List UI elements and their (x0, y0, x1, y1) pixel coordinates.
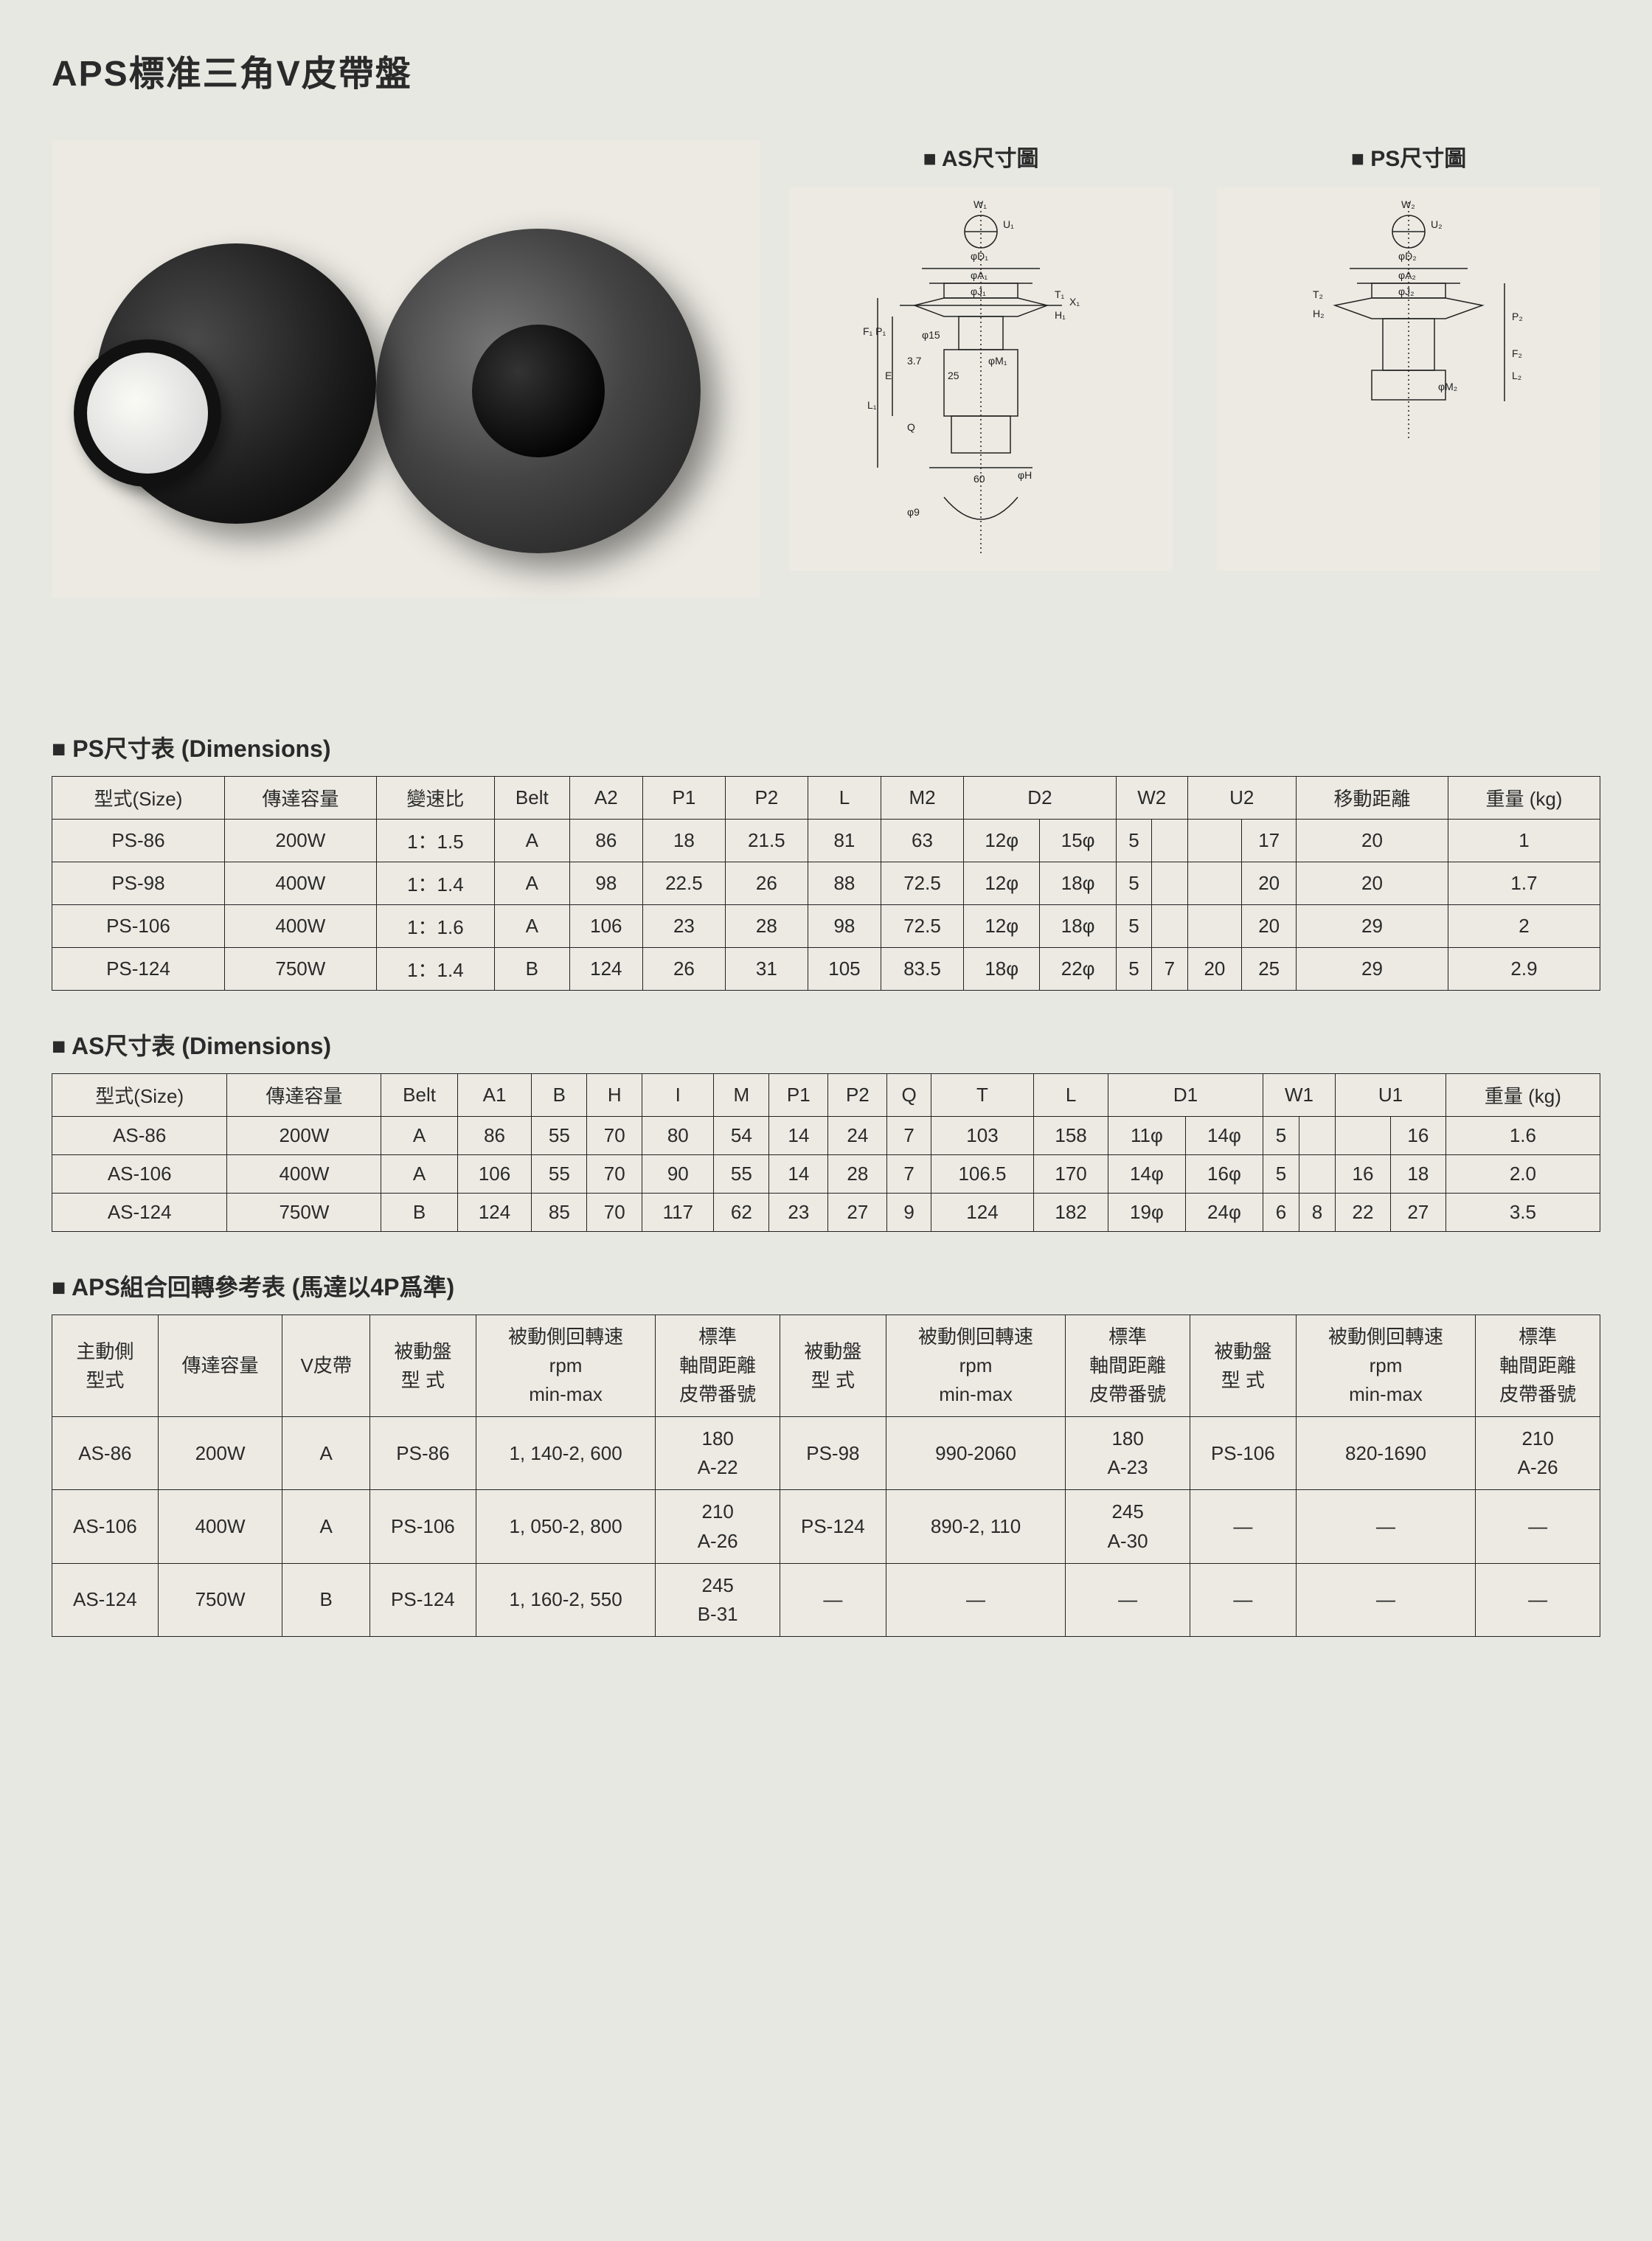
table-row: AS-106400WA1065570905514287106.517014φ16… (52, 1155, 1600, 1194)
as-col-header: B (532, 1074, 587, 1117)
ps-col-header: 變速比 (376, 777, 494, 820)
ps-col-header: 重量 (kg) (1448, 777, 1600, 820)
combo-col-header: 主動側型式 (52, 1315, 159, 1417)
svg-text:φD₁: φD₁ (971, 250, 988, 262)
as-col-header: H (587, 1074, 642, 1117)
ps-col-header: M2 (881, 777, 964, 820)
as-col-header: P1 (769, 1074, 828, 1117)
ps-table-title: PS尺寸表 (Dimensions) (52, 730, 1600, 764)
svg-text:φH: φH (1018, 469, 1032, 481)
svg-text:φM₂: φM₂ (1438, 381, 1457, 392)
svg-text:H₂: H₂ (1313, 308, 1325, 319)
svg-text:X₁: X₁ (1069, 296, 1080, 308)
as-col-header: U1 (1336, 1074, 1446, 1117)
table-row: PS-86200W1：1.5A861821.5816312φ15φ517201 (52, 820, 1600, 862)
table-row: PS-124750W1：1.4B124263110583.518φ22φ5720… (52, 948, 1600, 991)
pulley-photo-b (376, 229, 701, 553)
as-diagram: W₁ U₁ φD₁ φA₁ φJ₁ T₁ H₁ φ15 F₁ P₁ X₁ φM₁… (789, 187, 1173, 571)
combo-col-header: 被動盤型 式 (780, 1315, 886, 1417)
table-row: PS-98400W1：1.4A9822.5268872.512φ18φ52020… (52, 862, 1600, 905)
svg-text:φA₂: φA₂ (1398, 269, 1416, 281)
table-row: AS-86200WAPS-861, 140-2, 600180A-22PS-98… (52, 1417, 1600, 1490)
svg-text:F₁ P₁: F₁ P₁ (863, 325, 886, 337)
as-col-header: 重量 (kg) (1446, 1074, 1600, 1117)
ps-col-header: U2 (1187, 777, 1297, 820)
svg-text:3.7: 3.7 (907, 355, 922, 367)
as-col-header: A1 (457, 1074, 532, 1117)
svg-text:φA₁: φA₁ (971, 269, 988, 281)
combo-col-header: V皮帶 (282, 1315, 370, 1417)
svg-text:E: E (885, 370, 892, 381)
ps-col-header: W2 (1116, 777, 1187, 820)
combo-table-title: APS組合回轉參考表 (馬達以4P爲準) (52, 1269, 1600, 1303)
svg-text:φM₁: φM₁ (988, 355, 1007, 367)
as-col-header: D1 (1108, 1074, 1263, 1117)
upper-section: AS尺寸圖 (52, 140, 1600, 598)
combo-col-header: 被動側回轉速rpmmin-max (886, 1315, 1066, 1417)
svg-text:φJ₁: φJ₁ (971, 285, 986, 297)
combo-col-header: 傳達容量 (158, 1315, 282, 1417)
as-col-header: I (642, 1074, 714, 1117)
ps-col-header: P2 (725, 777, 808, 820)
table-row: AS-124750WB1248570117622327912418219φ24φ… (52, 1194, 1600, 1232)
as-col-header: T (931, 1074, 1033, 1117)
page-title: APS標准三角V皮帶盤 (52, 44, 1600, 96)
svg-text:T₂: T₂ (1313, 288, 1323, 300)
svg-text:φD₂: φD₂ (1398, 250, 1417, 262)
combo-col-header: 被動側回轉速rpmmin-max (1296, 1315, 1476, 1417)
ps-col-header: A2 (569, 777, 642, 820)
ps-col-header: D2 (963, 777, 1116, 820)
as-col-header: P2 (828, 1074, 887, 1117)
combo-col-header: 被動盤型 式 (370, 1315, 476, 1417)
svg-text:H₁: H₁ (1055, 309, 1066, 321)
as-col-header: 型式(Size) (52, 1074, 227, 1117)
svg-text:W₂: W₂ (1401, 198, 1415, 210)
svg-text:U₂: U₂ (1431, 218, 1443, 230)
ps-diagram-label: PS尺寸圖 (1217, 140, 1600, 173)
ps-col-header: P1 (642, 777, 725, 820)
combo-col-header: 標準軸間距離皮帶番號 (656, 1315, 780, 1417)
table-row: PS-106400W1：1.6A10623289872.512φ18φ52029… (52, 905, 1600, 948)
svg-text:φJ₂: φJ₂ (1398, 285, 1415, 297)
as-diagram-label: AS尺寸圖 (789, 140, 1173, 173)
table-row: AS-106400WAPS-1061, 050-2, 800210A-26PS-… (52, 1490, 1600, 1563)
product-photo (52, 140, 760, 598)
svg-text:L₂: L₂ (1512, 370, 1521, 381)
combo-table: 主動側型式傳達容量V皮帶被動盤型 式被動側回轉速rpmmin-max標準軸間距離… (52, 1315, 1600, 1637)
as-table-title: AS尺寸表 (Dimensions) (52, 1028, 1600, 1061)
ps-col-header: 移動距離 (1297, 777, 1448, 820)
combo-col-header: 標準軸間距離皮帶番號 (1476, 1315, 1600, 1417)
dial-photo (74, 339, 221, 487)
as-col-header: Belt (381, 1074, 457, 1117)
svg-text:Q: Q (907, 421, 915, 433)
combo-col-header: 標準軸間距離皮帶番號 (1066, 1315, 1190, 1417)
table-row: AS-86200WA86557080541424710315811φ14φ516… (52, 1117, 1600, 1155)
ps-col-header: 型式(Size) (52, 777, 225, 820)
svg-text:L₁: L₁ (867, 399, 877, 411)
svg-text:W₁: W₁ (974, 198, 987, 210)
table-row: AS-124750WBPS-1241, 160-2, 550245B-31———… (52, 1563, 1600, 1636)
svg-text:φ9: φ9 (907, 506, 920, 518)
diagram-area: AS尺寸圖 (789, 140, 1600, 598)
svg-text:T₁: T₁ (1055, 288, 1065, 300)
as-col-header: 傳達容量 (227, 1074, 381, 1117)
ps-col-header: L (808, 777, 881, 820)
as-col-header: M (714, 1074, 769, 1117)
as-col-header: W1 (1263, 1074, 1335, 1117)
combo-col-header: 被動盤型 式 (1190, 1315, 1296, 1417)
svg-text:F₂: F₂ (1512, 347, 1522, 359)
as-col-header: Q (887, 1074, 931, 1117)
svg-text:φ15: φ15 (922, 329, 940, 341)
combo-col-header: 被動側回轉速rpmmin-max (476, 1315, 656, 1417)
svg-text:60: 60 (974, 473, 985, 485)
ps-diagram: W₂ U₂ φD₂ φA₂ φJ₂ T₂ H₂ P₂ F₂ L₂ φM₂ (1217, 187, 1600, 571)
svg-text:25: 25 (948, 370, 959, 381)
as-col-header: L (1034, 1074, 1108, 1117)
ps-dimensions-table: 型式(Size)傳達容量變速比BeltA2P1P2LM2D2W2U2移動距離重量… (52, 776, 1600, 991)
svg-text:U₁: U₁ (1003, 218, 1014, 230)
ps-col-header: Belt (494, 777, 569, 820)
svg-text:P₂: P₂ (1512, 311, 1523, 322)
ps-col-header: 傳達容量 (224, 777, 376, 820)
as-dimensions-table: 型式(Size)傳達容量BeltA1BHIMP1P2QTLD1W1U1重量 (k… (52, 1073, 1600, 1232)
